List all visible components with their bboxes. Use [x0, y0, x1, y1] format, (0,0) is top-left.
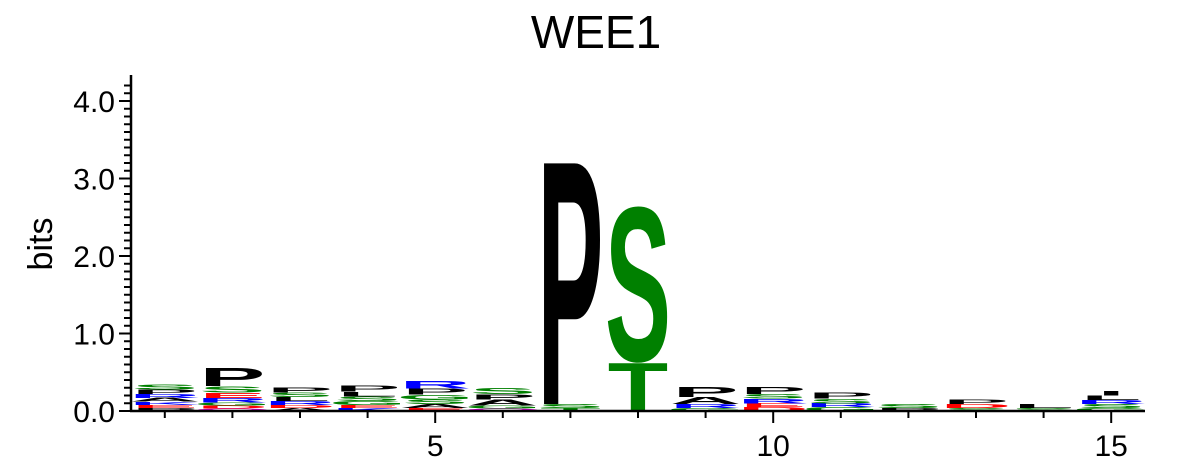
logo-letter-P: P [132, 407, 198, 412]
y-ticks: 0.0 1.0 2.0 3.0 4.0 [73, 84, 131, 429]
logo-letter-L: L [337, 390, 397, 397]
logo-letter-P: P [537, 88, 603, 471]
logo-letter-D: D [737, 406, 808, 412]
logo-letter-G: G [464, 405, 541, 410]
y-tick-label: 3.0 [73, 164, 115, 197]
logo-letter-E: E [199, 391, 265, 399]
logo-letter-P: P [943, 398, 1009, 405]
logo-letter-R: R [670, 403, 741, 409]
logo-letter-D: D [264, 404, 335, 409]
x-tick-label: 5 [427, 430, 444, 463]
logo-letter-G: G [667, 407, 744, 412]
logo-letter-A: A [399, 403, 470, 409]
logo-letter-S: S [1078, 403, 1144, 409]
logo-letter-E: E [132, 404, 198, 409]
logo-letter-S: S [808, 397, 874, 404]
x-tick-label: 15 [1095, 430, 1128, 463]
logo-letter-P: P [402, 387, 468, 397]
y-tick-label: 1.0 [73, 319, 115, 352]
logo-letter-S: S [943, 407, 1009, 412]
logo-letter-D: D [940, 403, 1011, 409]
y-tick-label: 4.0 [73, 86, 115, 119]
logo-letter-S: S [132, 383, 198, 391]
logo-letter-G: G [397, 394, 474, 401]
logo-letter-P: P [808, 391, 874, 401]
x-tick-label: 10 [757, 430, 790, 463]
logo-letter-A: A [670, 395, 741, 406]
logo-letter-E: E [402, 407, 468, 412]
logo-letter-L: L [1013, 403, 1073, 409]
logo-letter-G: G [194, 402, 271, 407]
logo-letter-P: P [267, 386, 333, 394]
logo-letter-R: R [264, 400, 335, 406]
logo-letter-P: P [470, 393, 536, 401]
logo-letter-A: A [129, 397, 200, 403]
logo-letter-P: P [875, 407, 941, 412]
chart-title: WEE1 [531, 6, 661, 58]
y-tick-label: 2.0 [73, 241, 115, 274]
y-axis-label: bits [22, 218, 60, 271]
logo-letter-R: R [1075, 399, 1146, 405]
logo-letter-S: S [470, 386, 536, 396]
logo-letter-I: I [1097, 390, 1124, 397]
logo-letter-G: G [1073, 407, 1150, 412]
logo-letter-E: E [740, 402, 806, 408]
logo-letter-P: P [740, 385, 806, 396]
logo-letter-R: R [129, 393, 200, 399]
logo-letter-G: G [802, 406, 879, 412]
logo-letter-R: R [805, 402, 876, 408]
logo-letter-S: S [199, 385, 265, 395]
logo-letter-S: S [537, 403, 603, 409]
logo-letter-E: E [335, 404, 401, 409]
logo-letter-P: P [335, 384, 401, 394]
y-tick-label: 0.0 [73, 396, 115, 429]
logo-letter-P: P [199, 363, 265, 392]
logo-letters: PEKARPSQDGRESPADRLSPKEGSLPEASGPRQGAPSTSP… [129, 88, 1150, 471]
logo-letter-S: S [1011, 407, 1077, 412]
logo-letter-S: S [267, 391, 333, 398]
logo-letter-G: G [329, 400, 406, 406]
logo-letter-S: S [605, 162, 671, 408]
logo-letter-K: K [332, 407, 403, 412]
logo-letter-S: S [335, 395, 401, 402]
logo-letter-L: L [1081, 394, 1141, 401]
logo-letter-D: D [197, 405, 268, 410]
logo-letter-R: R [399, 379, 470, 391]
x-ticks: 5 10 15 [163, 411, 1128, 463]
logo-letter-T: T [540, 407, 600, 412]
logo-letter-K: K [129, 401, 200, 406]
logo-letter-A: A [264, 407, 335, 412]
logo-letter-P: P [132, 388, 198, 395]
logo-letter-R: R [738, 397, 809, 404]
logo-letter-P: P [673, 383, 739, 400]
logo-letter-R: R [197, 397, 268, 404]
logo-letter-L: L [270, 396, 330, 402]
logo-letter-S: S [740, 393, 806, 400]
logo-letter-S: S [402, 398, 468, 405]
logo-letter-S: S [875, 403, 941, 409]
logo-letter-A: A [467, 398, 538, 408]
